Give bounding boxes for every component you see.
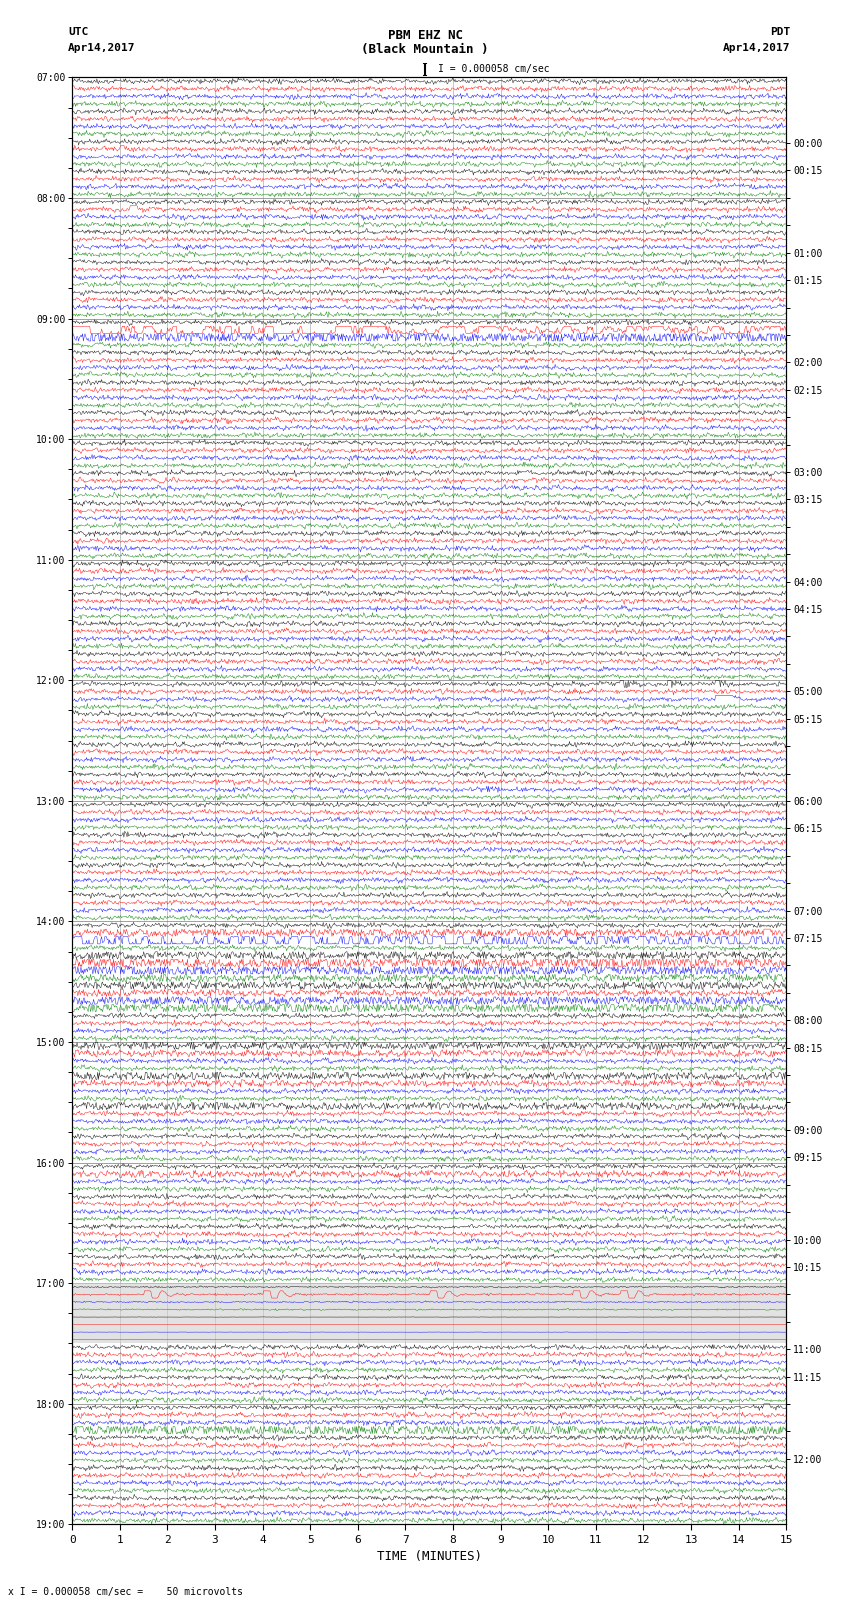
- Text: (Black Mountain ): (Black Mountain ): [361, 44, 489, 56]
- Text: Apr14,2017: Apr14,2017: [68, 44, 135, 53]
- Text: I = 0.000058 cm/sec: I = 0.000058 cm/sec: [438, 65, 549, 74]
- Text: x I = 0.000058 cm/sec =    50 microvolts: x I = 0.000058 cm/sec = 50 microvolts: [8, 1587, 243, 1597]
- X-axis label: TIME (MINUTES): TIME (MINUTES): [377, 1550, 482, 1563]
- Text: Apr14,2017: Apr14,2017: [723, 44, 791, 53]
- Text: UTC: UTC: [68, 27, 88, 37]
- Text: PDT: PDT: [770, 27, 790, 37]
- Bar: [72, 1284, 786, 1344]
- Text: PBM EHZ NC: PBM EHZ NC: [388, 29, 462, 42]
